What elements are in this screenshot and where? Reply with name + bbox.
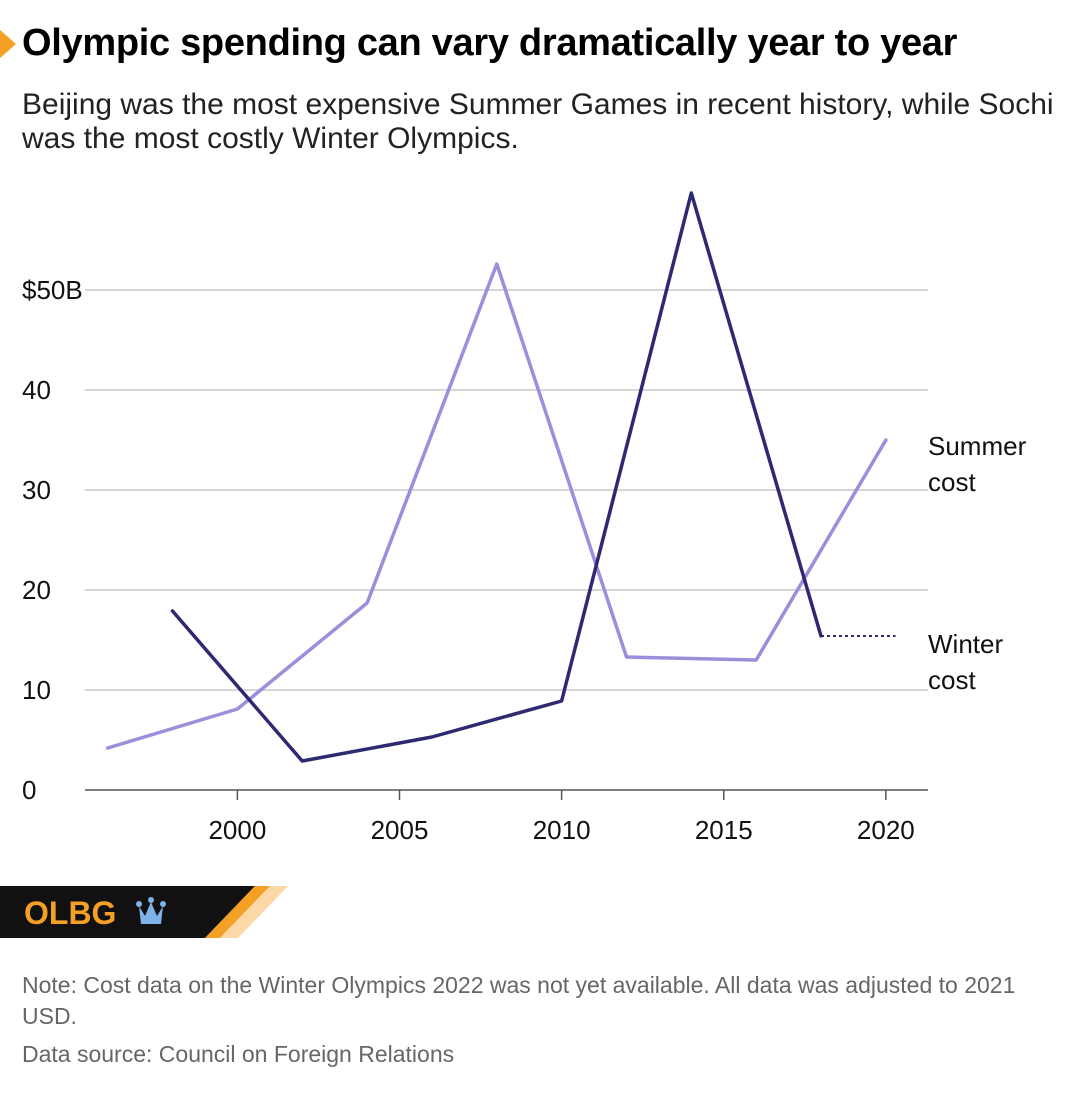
line-chart: 0 10 20 30 40 $50B 2000 2005 2010 2015 2020 Summe… — [22, 191, 1027, 845]
winter-cost-line — [170, 191, 823, 763]
y-tick-label: 10 — [22, 675, 51, 705]
banner-dark-band — [0, 886, 255, 938]
olbg-logo-text: OLBG — [24, 895, 116, 931]
crown-icon — [136, 897, 166, 924]
y-axis-ticks: 0 10 20 30 40 $50B — [22, 275, 83, 805]
x-tick-label: 2000 — [208, 815, 266, 845]
brand-banner: OLBG — [0, 886, 288, 938]
chart-title: Olympic spending can vary dramatically y… — [22, 22, 958, 64]
title-accent-marker — [0, 30, 16, 58]
y-tick-label: 0 — [22, 775, 36, 805]
series-lines — [105, 191, 896, 763]
banner-orange-stripe — [205, 886, 270, 938]
chart-subtitle: Beijing was the most expensive Summer Ga… — [22, 88, 1054, 155]
banner-light-stripe — [220, 886, 288, 938]
x-tick-label: 2010 — [533, 815, 591, 845]
winter-cost-label: Winter cost — [928, 629, 1003, 695]
y-tick-label: 40 — [22, 375, 51, 405]
x-axis-ticks: 2000 2005 2010 2015 2020 — [208, 790, 915, 845]
x-tick-label: 2015 — [695, 815, 753, 845]
summer-cost-line — [105, 262, 888, 750]
data-source: Data source: Council on Foreign Relation… — [22, 1041, 455, 1067]
x-tick-label: 2005 — [371, 815, 429, 845]
y-tick-label: $50B — [22, 275, 83, 305]
y-tick-label: 20 — [22, 575, 51, 605]
summer-cost-label: Summer cost — [928, 431, 1027, 497]
y-tick-label: 30 — [22, 475, 51, 505]
x-tick-label: 2020 — [857, 815, 915, 845]
series-labels: Summer cost Winter cost — [928, 431, 1027, 695]
footnote: Note: Cost data on the Winter Olympics 2… — [22, 972, 1016, 1029]
